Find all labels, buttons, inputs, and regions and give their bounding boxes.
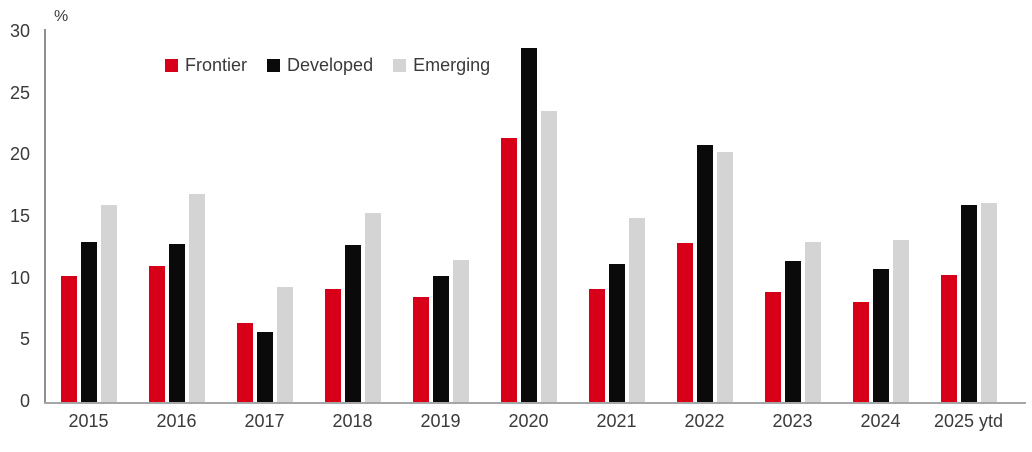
x-tick-label-2017: 2017 bbox=[244, 411, 285, 431]
y-tick-label-5: 5 bbox=[19, 329, 30, 350]
x-tick-label-2016: 2016 bbox=[156, 411, 197, 431]
bar-frontier-2024 bbox=[853, 302, 869, 402]
bar-developed-2023 bbox=[784, 261, 801, 402]
legend-label-emerging: Emerging bbox=[413, 55, 491, 75]
legend-item-emerging: Emerging bbox=[393, 55, 490, 76]
legend-label-frontier: Frontier bbox=[185, 55, 248, 75]
legend-item-frontier: Frontier bbox=[165, 55, 247, 76]
bar-developed-2019 bbox=[432, 276, 449, 402]
bar-emerging-2023 bbox=[804, 241, 821, 402]
bar-frontier-2019 bbox=[413, 297, 429, 402]
legend: Frontier Developed Emerging bbox=[165, 55, 510, 76]
bar-frontier-2022 bbox=[677, 242, 693, 402]
bar-frontier-2020 bbox=[501, 138, 517, 402]
y-axis-line bbox=[44, 29, 46, 403]
bar-developed-2015 bbox=[80, 241, 97, 402]
bar-frontier-2021 bbox=[589, 288, 605, 402]
x-axis-line bbox=[44, 402, 1026, 404]
bar-developed-2020 bbox=[520, 48, 537, 402]
x-tick-label-2021: 2021 bbox=[596, 411, 637, 431]
bar-frontier-2016 bbox=[149, 266, 165, 402]
legend-label-developed: Developed bbox=[287, 55, 374, 75]
x-tick-label-2018: 2018 bbox=[332, 411, 373, 431]
bar-frontier-2023 bbox=[765, 292, 781, 402]
bar-emerging-2018 bbox=[364, 213, 381, 402]
bar-emerging-2021 bbox=[628, 218, 645, 402]
bar-frontier-2025-ytd bbox=[941, 274, 957, 402]
bar-developed-2016 bbox=[168, 244, 185, 402]
x-tick-label-2019: 2019 bbox=[420, 411, 461, 431]
bar-emerging-2022 bbox=[716, 151, 733, 402]
y-axis-unit-label: % bbox=[54, 8, 69, 25]
bar-frontier-2017 bbox=[237, 323, 253, 402]
bar-developed-2025-ytd bbox=[960, 204, 977, 402]
y-tick-label-30: 30 bbox=[9, 21, 30, 42]
bar-emerging-2017 bbox=[276, 287, 293, 402]
y-tick-label-10: 10 bbox=[9, 267, 30, 288]
legend-swatch-frontier bbox=[165, 59, 178, 72]
y-tick-label-0: 0 bbox=[19, 391, 30, 412]
bar-frontier-2015 bbox=[61, 276, 77, 402]
bar-developed-2017 bbox=[256, 331, 273, 402]
x-tick-label-2015: 2015 bbox=[68, 411, 109, 431]
bar-frontier-2018 bbox=[325, 288, 341, 402]
bar-emerging-2015 bbox=[100, 204, 117, 402]
x-tick-label-2025-ytd: 2025 ytd bbox=[933, 411, 1004, 431]
legend-swatch-emerging bbox=[393, 59, 407, 72]
bar-emerging-2019 bbox=[452, 260, 469, 402]
y-tick-label-20: 20 bbox=[9, 144, 30, 165]
legend-item-developed: Developed bbox=[267, 55, 373, 76]
bar-emerging-2020 bbox=[540, 110, 557, 402]
legend-swatch-developed bbox=[267, 59, 281, 72]
x-tick-label-2024: 2024 bbox=[860, 411, 901, 431]
bar-developed-2024 bbox=[872, 268, 889, 402]
bar-emerging-2025-ytd bbox=[980, 203, 997, 402]
y-tick-label-15: 15 bbox=[9, 206, 30, 227]
y-tick-label-25: 25 bbox=[9, 82, 30, 103]
x-tick-label-2023: 2023 bbox=[772, 411, 813, 431]
bar-developed-2021 bbox=[608, 263, 625, 402]
x-tick-label-2020: 2020 bbox=[508, 411, 549, 431]
bar-emerging-2016 bbox=[188, 193, 205, 402]
x-tick-label-2022: 2022 bbox=[684, 411, 725, 431]
bar-emerging-2024 bbox=[892, 240, 909, 402]
bar-developed-2022 bbox=[696, 145, 713, 402]
bar-developed-2018 bbox=[344, 245, 361, 402]
